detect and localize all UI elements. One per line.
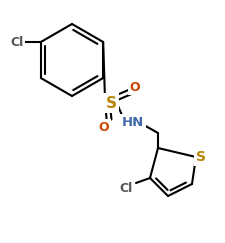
Text: O: O <box>99 121 109 133</box>
Text: O: O <box>130 80 140 94</box>
Text: Cl: Cl <box>10 35 23 49</box>
Text: S: S <box>196 150 206 164</box>
Text: S: S <box>106 95 117 111</box>
Text: HN: HN <box>122 115 144 129</box>
Text: Cl: Cl <box>119 182 133 194</box>
